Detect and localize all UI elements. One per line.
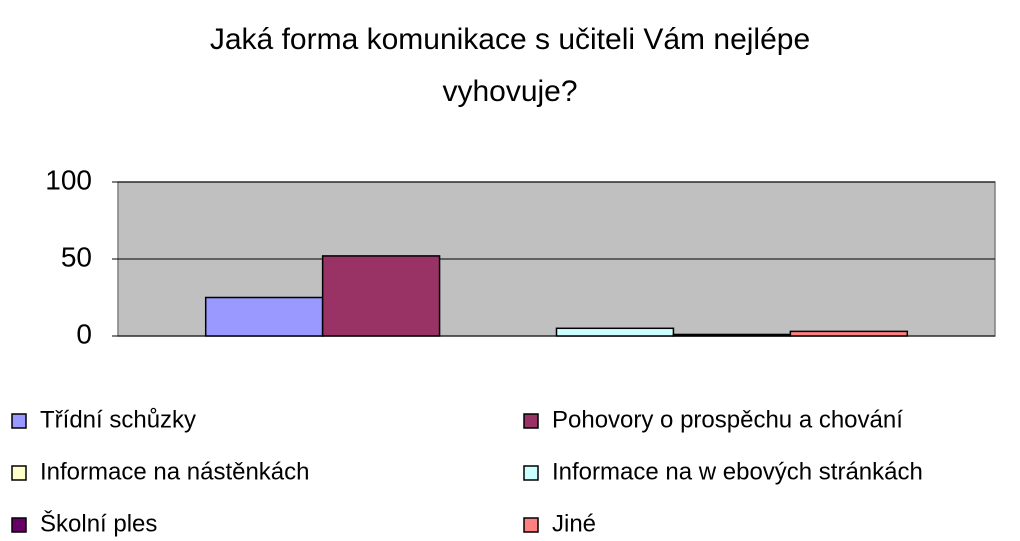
bar — [789, 330, 909, 337]
bar — [555, 327, 675, 337]
bar — [321, 255, 441, 337]
legend-marker — [11, 517, 27, 533]
chart-title: Jaká forma komunikace s učiteli Vám nejl… — [209, 23, 811, 108]
legend-label: Informace na nástěnkách — [40, 458, 310, 485]
bar — [204, 296, 324, 337]
legend-label: Třídní schůzky — [40, 406, 196, 433]
y-tick-label: 50 — [61, 241, 92, 272]
legend-marker — [11, 413, 27, 429]
legend-marker — [523, 465, 539, 481]
legend-marker — [523, 413, 539, 429]
legend-marker — [11, 465, 27, 481]
y-tick-label: 0 — [76, 318, 92, 349]
legend-marker — [523, 517, 539, 533]
legend-label: Školní ples — [40, 509, 157, 537]
legend-label: Jiné — [552, 510, 596, 537]
legend-label: Informace na w ebových stránkách — [552, 458, 923, 485]
y-tick-label: 100 — [45, 164, 92, 195]
legend-label: Pohovory o prospěchu a chování — [552, 406, 903, 433]
